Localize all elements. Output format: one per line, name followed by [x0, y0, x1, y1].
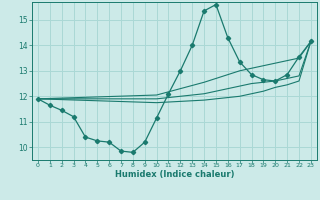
X-axis label: Humidex (Indice chaleur): Humidex (Indice chaleur) — [115, 170, 234, 179]
